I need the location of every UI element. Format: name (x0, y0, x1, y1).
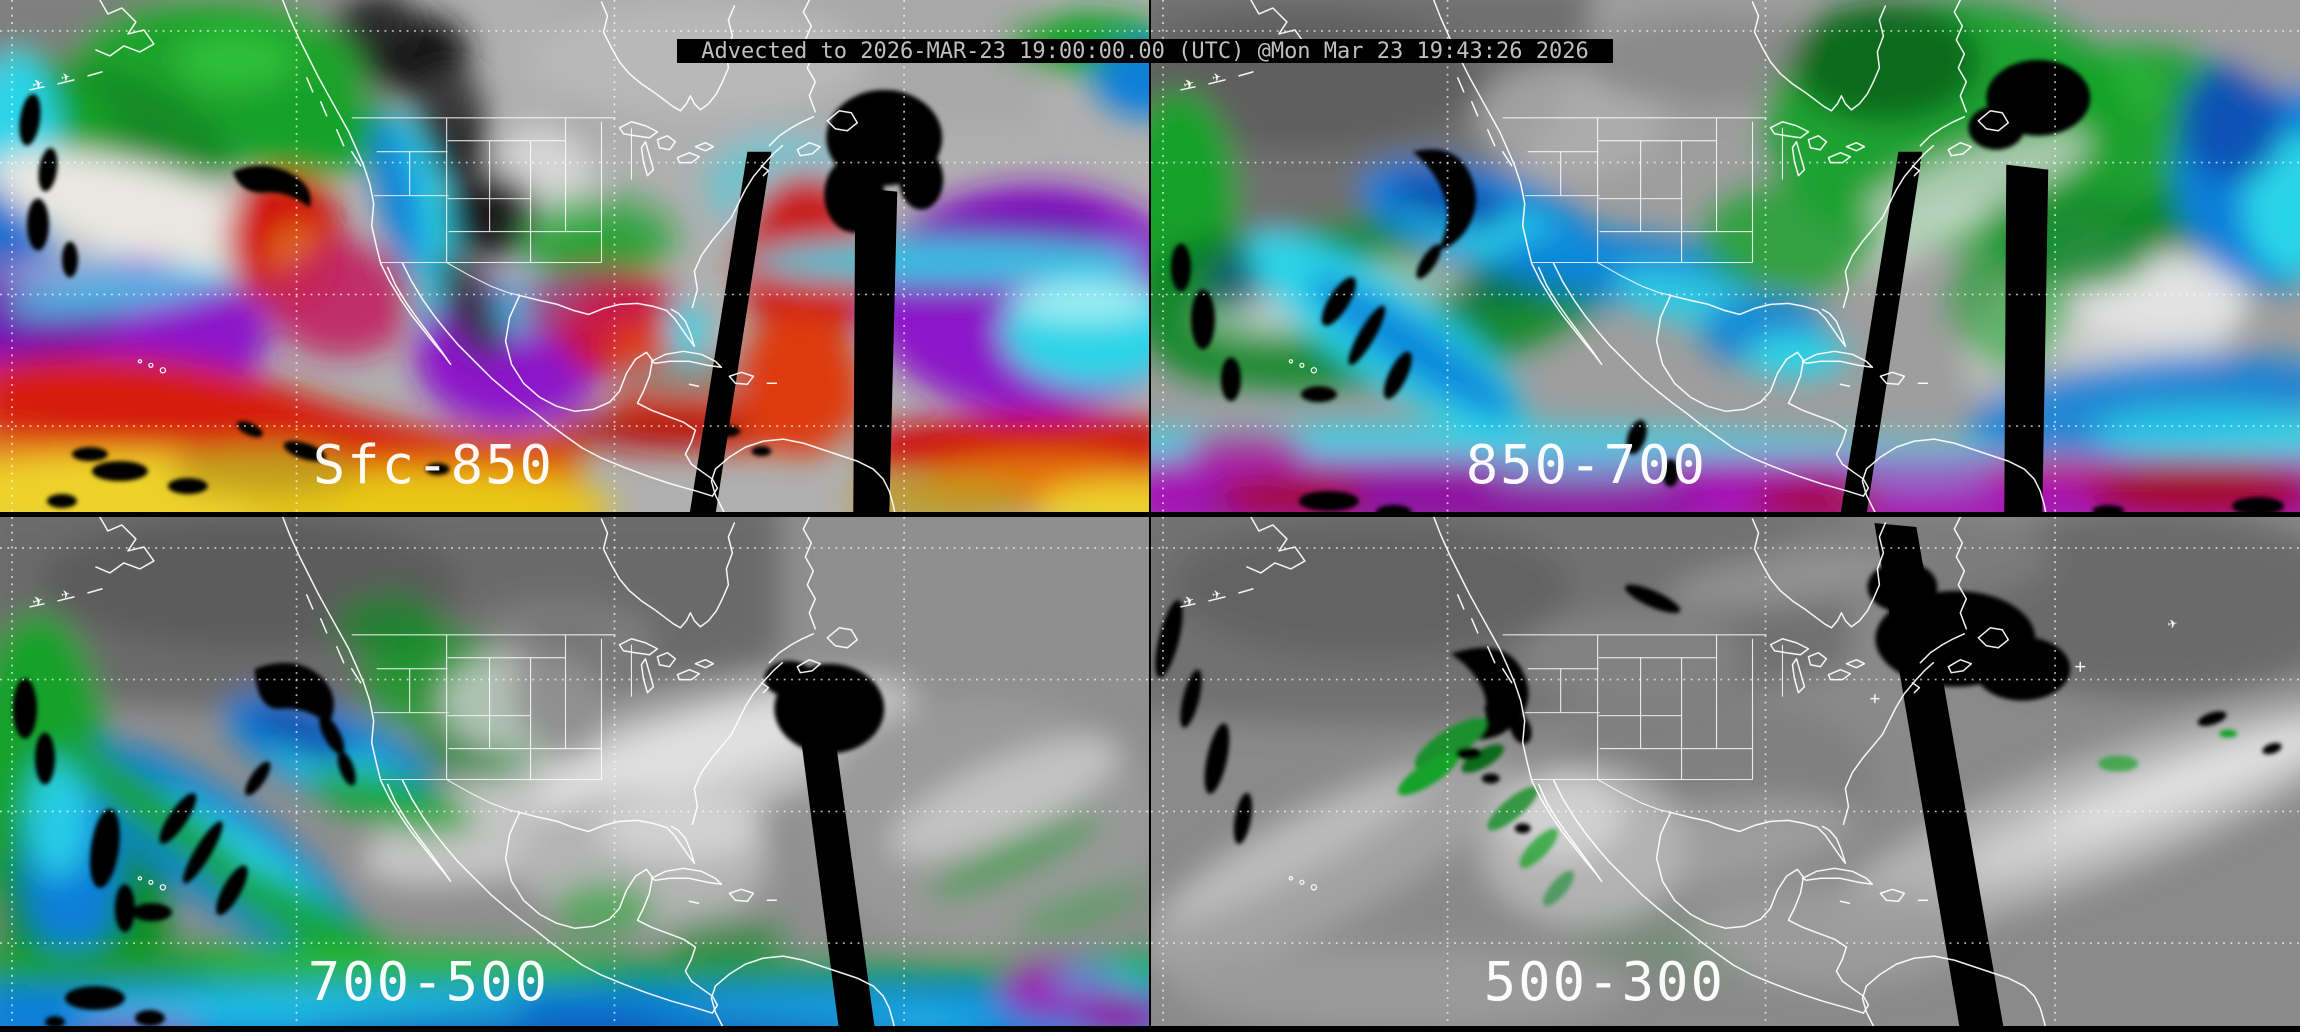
aircraft-icon: ✈ (31, 76, 46, 94)
moisture-field (1151, 0, 2300, 515)
moisture-field (0, 0, 1149, 515)
panel-500-300: ✈ ✈ ✈ 500-300 (1151, 517, 2300, 1032)
data-gap-seam (689, 151, 898, 515)
weather-field-500-300: ✈ ✈ ✈ 500-300 (1151, 517, 2300, 1032)
aircraft-icon: ✈ (1211, 70, 1223, 85)
aircraft-icon: ✈ (60, 70, 72, 85)
advected-time-banner: Advected to 2026-MAR-23 19:00:00.00 (UTC… (677, 38, 1613, 64)
missing-data-blobs (1170, 59, 2285, 515)
panel-sfc-850: ✈ ✈ Sfc-850 (0, 0, 1149, 515)
panel-label-500-300: 500-300 (1484, 950, 1725, 1013)
aircraft-icon: ✈ (2166, 616, 2178, 632)
panel-850-700: ✈ ✈ 850-700 (1151, 0, 2300, 515)
aircraft-icon: ✈ (1211, 587, 1223, 602)
panel-label-700-500: 700-500 (308, 950, 549, 1013)
aircraft-icon: ✈ (60, 587, 72, 602)
aircraft-icon: ✈ (31, 593, 46, 611)
data-gap-seam (796, 702, 876, 1032)
aircraft-icon: ✈ (1182, 76, 1197, 94)
panel-700-500: ✈ ✈ 700-500 (0, 517, 1149, 1032)
weather-field-sfc-850: ✈ ✈ Sfc-850 (0, 0, 1149, 515)
weather-field-850-700: ✈ ✈ 850-700 (1151, 0, 2300, 515)
aircraft-icon: ✈ (1182, 593, 1197, 611)
data-gap-seam (1840, 151, 2049, 515)
panel-label-sfc-850: Sfc-850 (313, 433, 554, 496)
obs-cross-icon (1870, 661, 2086, 704)
panel-label-850-700: 850-700 (1466, 433, 1707, 496)
data-gap-seam (1874, 522, 2005, 1032)
weather-field-700-500: ✈ ✈ 700-500 (0, 517, 1149, 1032)
advected-time-text: Advected to 2026-MAR-23 19:00:00.00 (UTC… (701, 38, 1589, 64)
